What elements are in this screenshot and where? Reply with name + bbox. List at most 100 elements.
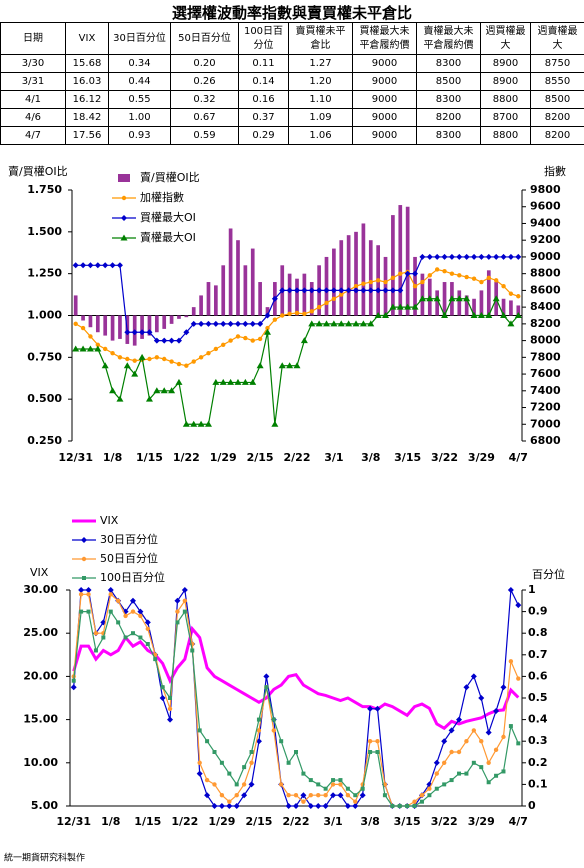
marker — [360, 786, 365, 791]
marker — [301, 799, 306, 804]
marker — [500, 253, 507, 260]
marker — [183, 329, 190, 336]
marker — [331, 778, 336, 783]
table-cell: 0.16 — [238, 90, 289, 109]
marker — [516, 294, 521, 299]
marker — [286, 362, 294, 369]
bar — [206, 282, 211, 316]
marker — [101, 362, 109, 369]
marker — [309, 309, 314, 314]
marker — [153, 657, 158, 662]
marker — [294, 310, 300, 316]
marker — [368, 750, 373, 754]
marker — [79, 609, 84, 614]
y2-axis-title: 百分位 — [532, 567, 565, 581]
marker — [375, 739, 380, 744]
y2-tick-label: 6800 — [530, 434, 561, 447]
header-cell: 100日百分位 — [238, 22, 289, 55]
marker — [93, 648, 98, 653]
marker — [470, 673, 477, 680]
y2-tick-label: 9400 — [530, 216, 561, 229]
x-tick-label: 1/8 — [103, 451, 122, 464]
marker — [456, 253, 463, 260]
table-cell: 0.93 — [108, 126, 171, 145]
table-cell: 4/1 — [0, 90, 66, 109]
line — [73, 593, 519, 807]
table-cell: 0.11 — [238, 54, 289, 73]
bar — [162, 315, 167, 329]
marker — [300, 337, 308, 344]
marker — [478, 695, 485, 701]
marker — [434, 253, 441, 260]
marker — [508, 291, 514, 296]
marker — [154, 355, 160, 360]
marker — [167, 716, 174, 723]
table-cell: 8300 — [416, 90, 481, 109]
marker — [345, 287, 352, 294]
y-axis-title: 賣/買權OI比 — [8, 164, 68, 178]
table-row: 4/7 17.56 0.93 0.59 0.29 1.06 9000 8300 8800 8200 — [0, 126, 584, 145]
bar — [214, 285, 218, 316]
x-tick-label: 2/22 — [284, 451, 311, 464]
marker — [212, 320, 219, 327]
marker — [220, 320, 227, 327]
table-cell: 1.00 — [108, 108, 171, 127]
x-tick-label: 3/22 — [431, 815, 458, 828]
y-axis-title: VIX — [30, 566, 49, 579]
y2-tick-label: 8200 — [530, 317, 561, 330]
marker — [278, 362, 286, 369]
bar — [309, 282, 314, 316]
x-tick-label: 2/22 — [283, 815, 310, 828]
legend-label: 加權指數 — [140, 190, 184, 204]
y2-tick-label: 1 — [528, 583, 536, 596]
table-cell: 16.03 — [65, 72, 109, 91]
marker — [213, 346, 219, 352]
y2-tick-label: 9600 — [530, 200, 561, 213]
marker — [433, 759, 440, 766]
x-tick-label: 12/31 — [58, 451, 93, 464]
marker — [72, 262, 79, 269]
bar — [81, 315, 85, 321]
x-tick-label: 3/1 — [324, 451, 343, 464]
marker — [123, 613, 128, 619]
marker — [212, 782, 217, 787]
marker — [471, 253, 478, 260]
marker — [162, 356, 167, 362]
marker — [339, 292, 344, 297]
y2-tick-label: 0.9 — [528, 605, 548, 618]
marker — [175, 620, 180, 625]
marker — [337, 320, 345, 327]
table-cell: 0.37 — [238, 108, 289, 127]
marker — [367, 705, 374, 712]
y2-tick-label: 7800 — [530, 350, 561, 363]
marker — [174, 597, 181, 604]
marker — [197, 420, 205, 427]
marker — [345, 793, 351, 798]
marker — [204, 420, 212, 427]
marker — [324, 300, 329, 306]
x-tick-label: 1/22 — [171, 815, 198, 828]
marker — [167, 706, 173, 711]
y-tick-label: 5.00 — [31, 799, 58, 812]
table-row: 3/31 16.03 0.44 0.26 0.14 1.20 9000 8500 8900 855… — [0, 72, 584, 91]
marker — [160, 387, 168, 394]
footer: 統一期貨研究科製作 — [4, 852, 85, 864]
legend-label: 30日百分位 — [100, 532, 158, 546]
marker — [398, 271, 403, 276]
marker — [123, 362, 131, 369]
marker — [448, 295, 456, 302]
marker — [78, 592, 84, 597]
marker — [293, 803, 299, 809]
marker — [464, 739, 469, 744]
table-cell: 0.55 — [108, 90, 171, 109]
marker — [249, 760, 254, 765]
marker — [434, 267, 440, 272]
marker — [205, 739, 210, 744]
marker — [485, 253, 492, 260]
marker — [70, 684, 77, 691]
marker — [80, 325, 86, 331]
marker — [330, 320, 338, 327]
marker — [353, 799, 358, 804]
marker — [94, 262, 101, 269]
